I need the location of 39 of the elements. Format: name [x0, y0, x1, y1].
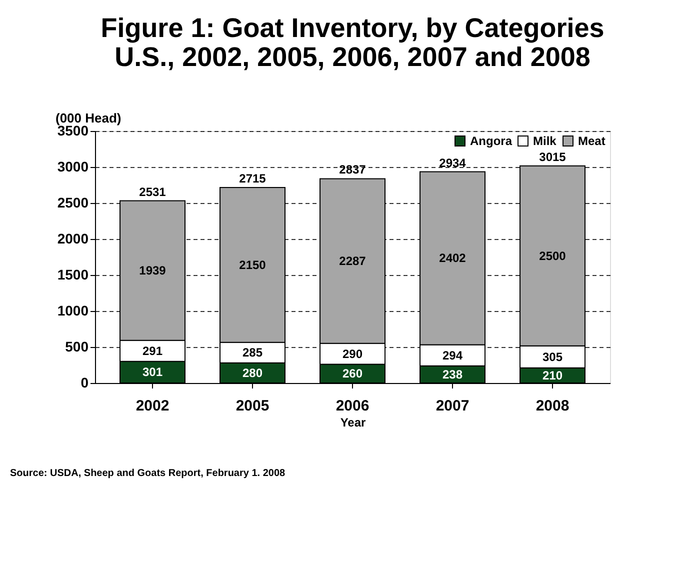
legend-label: Milk	[533, 134, 557, 148]
x-tick-label: 2006	[336, 398, 370, 414]
y-tick-label: 2500	[57, 194, 89, 210]
x-axis-title: Year	[340, 416, 366, 430]
data-label: 305	[542, 350, 563, 364]
y-tick-label: 2000	[57, 230, 89, 246]
legend-label: Meat	[578, 134, 606, 148]
x-tick-label: 2005	[236, 398, 270, 414]
data-label: 1939	[139, 264, 166, 278]
data-label: 238	[442, 367, 463, 382]
data-label: 285	[242, 346, 263, 360]
data-label: 294	[442, 348, 463, 362]
data-label: 260	[342, 366, 363, 381]
data-label: 291	[142, 344, 163, 358]
data-label: 2287	[339, 254, 366, 268]
y-tick-label: 1000	[57, 302, 89, 318]
y-axis-title: (000 Head)	[56, 110, 122, 126]
data-label: 2150	[239, 258, 266, 272]
total-label: 2531	[139, 184, 166, 199]
y-tick-label: 0	[80, 374, 89, 390]
y-tick-label: 1500	[57, 266, 89, 282]
data-label: 301	[142, 365, 163, 380]
x-tick-label: 2008	[536, 398, 570, 414]
text: U.S., 2002, 2005, 2006, 2007 and 2008	[114, 42, 590, 72]
source-note: Source: USDA, Sheep and Goats Report, February 1. 2008	[10, 468, 286, 479]
x-tick-label: 2007	[436, 398, 470, 414]
data-label: 280	[242, 366, 263, 380]
data-label: 2402	[439, 251, 466, 266]
legend-label: Angora	[470, 134, 512, 148]
total-label: 3015	[539, 150, 566, 164]
y-tick-label: 3000	[57, 158, 89, 174]
total-label: 2934	[439, 156, 466, 170]
y-tick-label: 500	[65, 338, 89, 354]
text: Figure 1: Goat Inventory, by Categories	[100, 13, 604, 43]
data-label: 210	[542, 368, 563, 382]
data-label: 2500	[539, 248, 566, 263]
x-tick-label: 2002	[136, 398, 170, 414]
total-label: 2715	[239, 172, 266, 186]
data-label: 290	[342, 346, 363, 361]
